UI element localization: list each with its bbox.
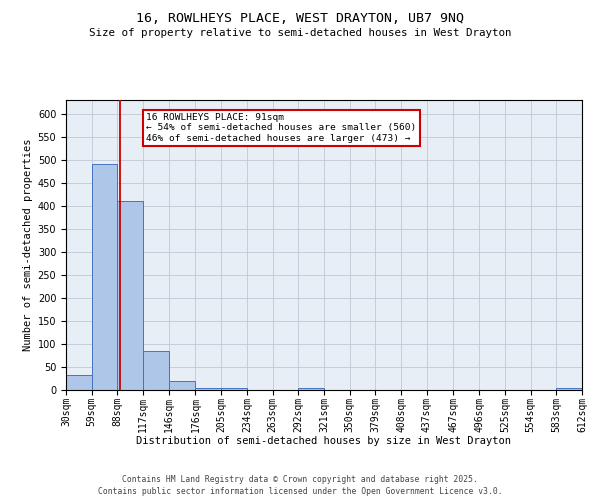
Bar <box>92 164 118 390</box>
Text: 16, ROWLHEYS PLACE, WEST DRAYTON, UB7 9NQ: 16, ROWLHEYS PLACE, WEST DRAYTON, UB7 9N… <box>136 12 464 26</box>
Bar <box>196 388 221 390</box>
Bar <box>169 381 196 390</box>
X-axis label: Distribution of semi-detached houses by size in West Drayton: Distribution of semi-detached houses by … <box>137 436 511 446</box>
Text: 16 ROWLHEYS PLACE: 91sqm
← 54% of semi-detached houses are smaller (560)
46% of : 16 ROWLHEYS PLACE: 91sqm ← 54% of semi-d… <box>146 113 416 143</box>
Bar <box>221 388 247 390</box>
Text: Size of property relative to semi-detached houses in West Drayton: Size of property relative to semi-detach… <box>89 28 511 38</box>
Y-axis label: Number of semi-detached properties: Number of semi-detached properties <box>23 138 34 352</box>
Text: Contains HM Land Registry data © Crown copyright and database right 2025.
Contai: Contains HM Land Registry data © Crown c… <box>98 474 502 496</box>
Bar <box>118 202 143 390</box>
Bar <box>298 388 324 390</box>
Bar <box>143 351 169 390</box>
Bar <box>66 375 92 390</box>
Bar <box>556 388 582 390</box>
